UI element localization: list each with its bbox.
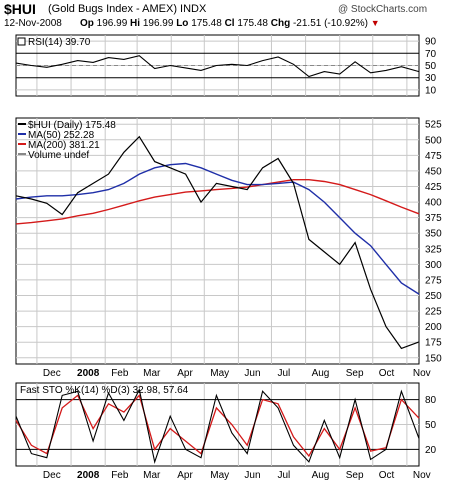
price-ytick-label: 450 <box>425 166 442 177</box>
price-ytick-label: 500 <box>425 135 442 146</box>
price-frame <box>15 117 420 365</box>
high-label: Hi <box>130 18 141 29</box>
sto-ytick-label: 20 <box>425 445 437 456</box>
ma50-line <box>15 162 420 295</box>
price-xtick-label: Jun <box>244 368 260 379</box>
price-xtick-label: Sep <box>346 368 364 379</box>
sto-xtick-label: Nov <box>413 470 431 481</box>
price-ytick-label: 225 <box>425 307 442 318</box>
price-ytick-label: 400 <box>425 198 442 209</box>
price-xtick-label: Aug <box>312 368 330 379</box>
high-value: 196.99 <box>142 18 174 29</box>
sto-ytick-label: 50 <box>425 420 437 431</box>
price-ytick-label: 150 <box>425 353 442 364</box>
change-value: -21.51 (-10.92%) <box>292 18 369 29</box>
sto-xtick-label: Jun <box>244 470 260 481</box>
price-xtick-label: Feb <box>111 368 129 379</box>
sto-legend: Fast STO %K(14) %D(3) 32.98, 57.64 <box>20 385 189 396</box>
change-down-icon: ▼ <box>370 18 380 28</box>
sto-k-line <box>15 387 420 464</box>
ma200-line <box>15 178 420 225</box>
price-line <box>15 135 420 350</box>
quote-line: Op 196.99 Hi 196.99 Lo 175.48 Cl 175.48 … <box>80 18 380 29</box>
sto-xtick-label: Aug <box>312 470 330 481</box>
price-xtick-label: Dec <box>43 368 61 379</box>
rsi-ytick-label: 10 <box>425 85 437 96</box>
chart-symbol: $HUI <box>4 1 36 17</box>
price-ytick-label: 175 <box>425 338 442 349</box>
price-ytick-label: 250 <box>425 291 442 302</box>
sto-xtick-label: 2008 <box>77 470 100 481</box>
price-ytick-label: 425 <box>425 182 442 193</box>
price-xtick-label: Oct <box>379 368 395 379</box>
price-ytick-label: 275 <box>425 275 442 286</box>
rsi-ytick-label: 50 <box>425 61 437 72</box>
change-label: Chg <box>270 18 291 29</box>
price-ytick-label: 375 <box>425 213 442 224</box>
volume-legend: Volume undef <box>28 150 89 161</box>
ma50-legend: MA(50) 252.28 <box>28 130 95 141</box>
price-legend: $HUI (Daily) 175.48 <box>28 120 116 131</box>
rsi-ytick-label: 30 <box>425 73 437 84</box>
rsi-ytick-label: 90 <box>425 37 437 48</box>
low-value: 175.48 <box>191 18 222 29</box>
price-xtick-label: 2008 <box>77 368 100 379</box>
low-label: Lo <box>176 18 189 29</box>
sto-xtick-label: Feb <box>111 470 129 481</box>
quote-date: 12-Nov-2008 <box>4 18 62 29</box>
open-value: 196.99 <box>96 18 128 29</box>
price-xtick-label: Jul <box>277 368 290 379</box>
rsi-ytick-label: 70 <box>425 49 437 60</box>
price-ytick-label: 300 <box>425 260 442 271</box>
sto-xtick-label: Sep <box>346 470 364 481</box>
price-xtick-label: Mar <box>143 368 161 379</box>
sto-xtick-label: May <box>210 470 229 481</box>
sto-xtick-label: Oct <box>379 470 395 481</box>
sto-ytick-label: 80 <box>425 395 437 406</box>
close-label: Cl <box>224 18 235 29</box>
rsi-legend: RSI(14) 39.70 <box>28 37 91 48</box>
price-ytick-label: 325 <box>425 244 442 255</box>
price-xtick-label: May <box>210 368 229 379</box>
price-ytick-label: 350 <box>425 229 442 240</box>
sto-xtick-label: Apr <box>177 470 193 481</box>
close-value: 175.48 <box>237 18 268 29</box>
price-ytick-label: 475 <box>425 151 442 162</box>
sto-xtick-label: Dec <box>43 470 61 481</box>
ma200-legend: MA(200) 381.21 <box>28 140 100 151</box>
index-name: (Gold Bugs Index - AMEX) INDX <box>48 3 207 15</box>
sto-xtick-label: Jul <box>277 470 290 481</box>
price-ytick-label: 200 <box>425 322 442 333</box>
rsi-line <box>15 55 420 78</box>
stockcharts-watermark: @ StockCharts.com <box>338 4 428 15</box>
sto-xtick-label: Mar <box>143 470 161 481</box>
price-ytick-label: 525 <box>425 120 442 131</box>
rsi-legend-swatch <box>17 37 26 46</box>
price-xtick-label: Apr <box>177 368 193 379</box>
price-xtick-label: Nov <box>413 368 431 379</box>
open-label: Op <box>80 18 94 29</box>
